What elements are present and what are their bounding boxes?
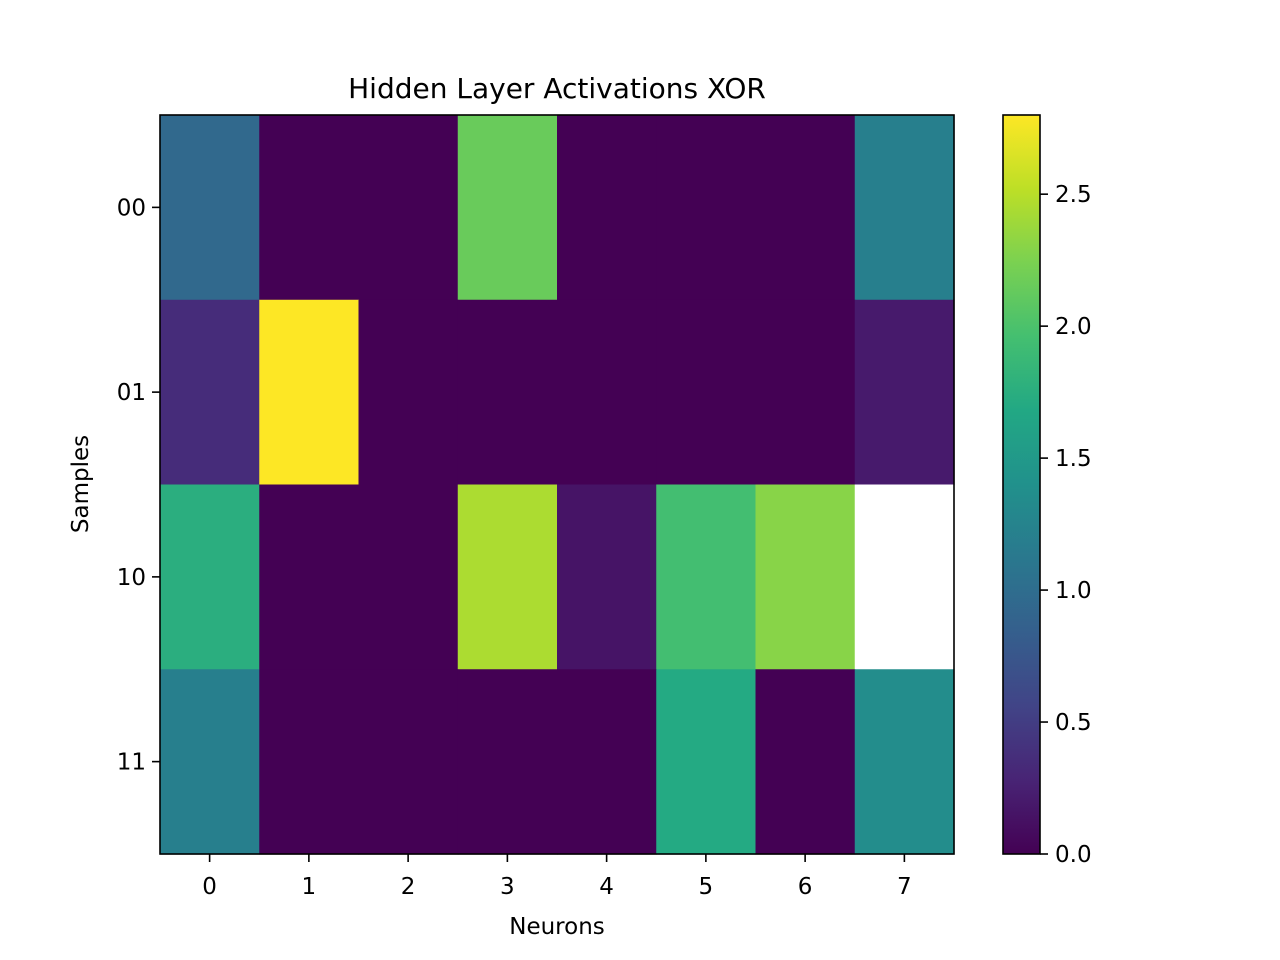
heatmap-cell-empty (854, 484, 955, 670)
heatmap-cell (457, 299, 558, 486)
x-tick-label: 1 (302, 874, 317, 900)
heatmap-cell (854, 115, 955, 301)
heatmap-cell (160, 484, 260, 670)
chart-title: Hidden Layer Activations XOR (348, 72, 766, 105)
heatmap-cell (755, 299, 856, 486)
colorbar-tick-label: 2.0 (1055, 314, 1092, 340)
x-tick-label: 3 (500, 874, 515, 900)
heatmap-cell (160, 299, 260, 486)
plot-frame (159, 114, 955, 855)
x-tick-label: 2 (401, 874, 416, 900)
colorbar-tick-label: 1.0 (1055, 578, 1092, 604)
heatmap-cell (358, 669, 459, 855)
x-axis-ticks: 0 1 2 3 4 5 6 7 (202, 854, 912, 900)
heatmap-cell (557, 115, 657, 301)
heatmap-cell (457, 115, 558, 301)
heatmap-cell (457, 484, 558, 670)
heatmap-cell (557, 669, 657, 855)
colorbar-ticks: 0.0 0.5 1.0 1.5 2.0 2.5 (1040, 182, 1092, 868)
y-axis-ticks: 00 01 10 11 (117, 195, 160, 776)
x-tick-label: 7 (897, 874, 912, 900)
heatmap-cell (358, 484, 459, 670)
x-tick-label: 4 (599, 874, 614, 900)
x-tick-label: 0 (202, 874, 217, 900)
x-tick-label: 6 (798, 874, 813, 900)
heatmap-cell (755, 115, 856, 301)
y-axis-label: Samples (68, 435, 94, 533)
heatmap-cell (358, 299, 459, 486)
colorbar-tick-label: 0.0 (1055, 842, 1092, 868)
heatmap-cell (656, 669, 757, 855)
heatmap-cell (656, 299, 757, 486)
heatmap-cell (557, 484, 657, 670)
y-tick-label: 01 (117, 380, 146, 406)
y-tick-label: 10 (117, 565, 146, 591)
heatmap-cell (854, 669, 955, 855)
colorbar-tick-label: 0.5 (1055, 710, 1092, 736)
heatmap-cell (457, 669, 558, 855)
heatmap-cell (259, 484, 360, 670)
heatmap-cell (755, 484, 856, 670)
x-axis-label: Neurons (509, 914, 605, 940)
heatmap-cell (259, 299, 360, 486)
heatmap-cell (160, 669, 260, 855)
x-tick-label: 5 (699, 874, 714, 900)
heatmap-cell (656, 115, 757, 301)
heatmap-cell (755, 669, 856, 855)
colorbar-tick-label: 1.5 (1055, 446, 1092, 472)
heatmap-cell (854, 299, 955, 486)
heatmap-cell (160, 115, 260, 301)
heatmap-cell (259, 115, 360, 301)
colorbar (1002, 114, 1041, 855)
y-tick-label: 11 (117, 750, 146, 776)
colorbar-tick-label: 2.5 (1055, 182, 1092, 208)
heatmap-cell (557, 299, 657, 486)
heatmap-cell (656, 484, 757, 670)
heatmap-cells (160, 115, 955, 855)
heatmap-cell (358, 115, 459, 301)
y-tick-label: 00 (117, 195, 146, 221)
heatmap-cell (259, 669, 360, 855)
